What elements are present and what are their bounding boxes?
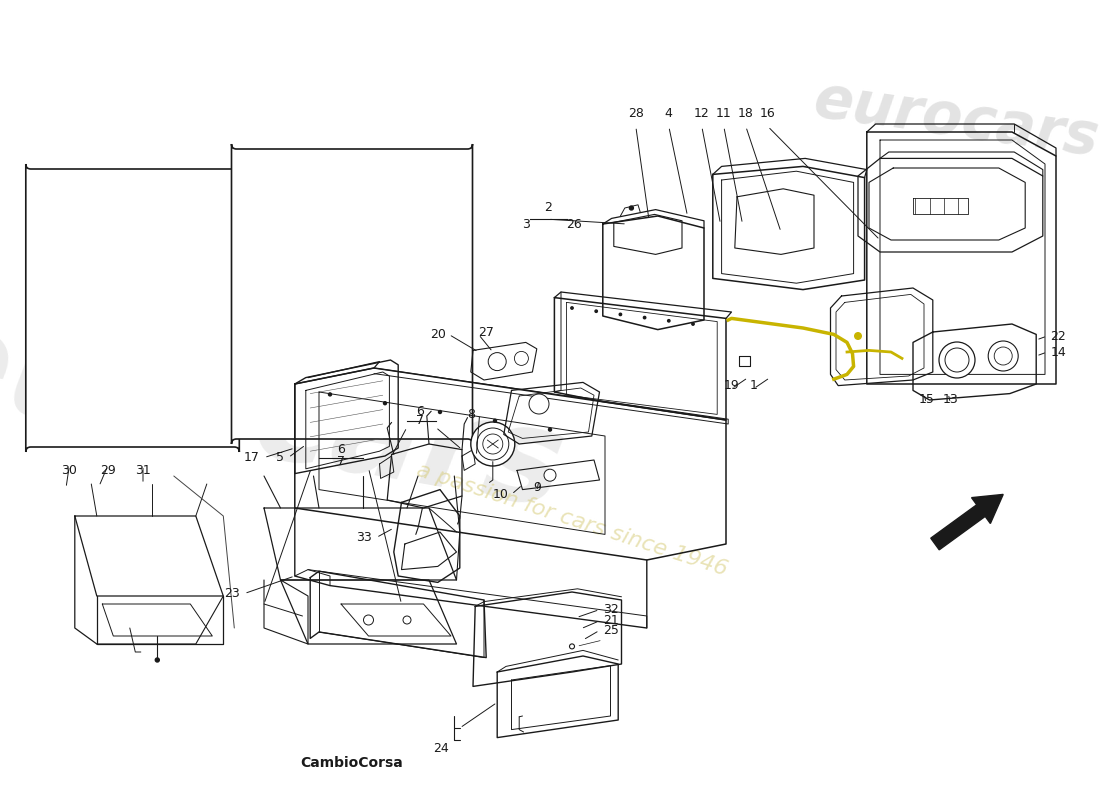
Circle shape	[476, 428, 509, 460]
Text: 8: 8	[468, 408, 475, 421]
Text: 15: 15	[918, 394, 934, 406]
Text: 26: 26	[566, 218, 582, 230]
Text: 6: 6	[337, 443, 345, 456]
Circle shape	[570, 644, 574, 649]
Text: 19: 19	[724, 379, 739, 392]
Circle shape	[945, 348, 969, 372]
Text: 4: 4	[664, 107, 673, 120]
Text: 7: 7	[416, 414, 425, 427]
Circle shape	[595, 310, 597, 313]
Circle shape	[329, 393, 331, 396]
Text: CambioCorsa: CambioCorsa	[300, 756, 404, 770]
FancyBboxPatch shape	[25, 164, 240, 452]
FancyArrow shape	[931, 494, 1003, 550]
Text: 7: 7	[337, 455, 345, 468]
Text: 6: 6	[416, 405, 425, 418]
Text: 31: 31	[135, 464, 151, 477]
Text: 20: 20	[430, 328, 446, 341]
Circle shape	[629, 206, 634, 210]
Text: 30: 30	[62, 464, 77, 477]
Circle shape	[488, 353, 506, 370]
Circle shape	[363, 615, 374, 625]
Circle shape	[939, 342, 975, 378]
Text: 2: 2	[543, 202, 552, 214]
Text: eurocars: eurocars	[0, 297, 573, 535]
Circle shape	[483, 434, 503, 454]
Text: 22: 22	[1050, 330, 1066, 342]
Text: 16: 16	[760, 107, 775, 120]
Circle shape	[571, 306, 573, 309]
FancyBboxPatch shape	[231, 144, 473, 444]
Circle shape	[644, 317, 646, 318]
Text: eurocars: eurocars	[811, 72, 1100, 168]
Circle shape	[692, 322, 694, 325]
Text: 10: 10	[493, 488, 508, 501]
Text: 14: 14	[1050, 346, 1066, 358]
Circle shape	[854, 332, 862, 340]
Text: 27: 27	[478, 326, 494, 338]
Circle shape	[403, 616, 411, 624]
Text: 13: 13	[943, 394, 958, 406]
Circle shape	[529, 394, 549, 414]
Circle shape	[668, 319, 670, 322]
Text: 17: 17	[244, 451, 260, 464]
Text: 32: 32	[603, 603, 618, 616]
Text: 33: 33	[356, 531, 372, 544]
Text: 28: 28	[628, 107, 643, 120]
Circle shape	[439, 410, 441, 414]
Text: 18: 18	[738, 107, 754, 120]
Circle shape	[544, 469, 556, 481]
Text: 11: 11	[716, 107, 732, 120]
Circle shape	[515, 351, 528, 366]
Circle shape	[994, 347, 1012, 365]
Circle shape	[988, 341, 1019, 371]
Text: 25: 25	[603, 624, 618, 637]
Circle shape	[494, 419, 496, 422]
Text: 21: 21	[603, 614, 618, 627]
Text: 23: 23	[224, 587, 240, 600]
Text: 5: 5	[276, 451, 284, 464]
Text: 1: 1	[749, 379, 758, 392]
Text: 24: 24	[433, 742, 449, 754]
Circle shape	[549, 428, 551, 431]
Circle shape	[384, 402, 386, 405]
Circle shape	[471, 422, 515, 466]
Text: a passion for cars since 1946: a passion for cars since 1946	[414, 460, 730, 580]
Text: 12: 12	[694, 107, 710, 120]
Circle shape	[155, 658, 160, 662]
Text: 9: 9	[532, 482, 541, 494]
Text: 3: 3	[522, 218, 530, 230]
Circle shape	[619, 314, 622, 315]
Text: 29: 29	[100, 464, 116, 477]
